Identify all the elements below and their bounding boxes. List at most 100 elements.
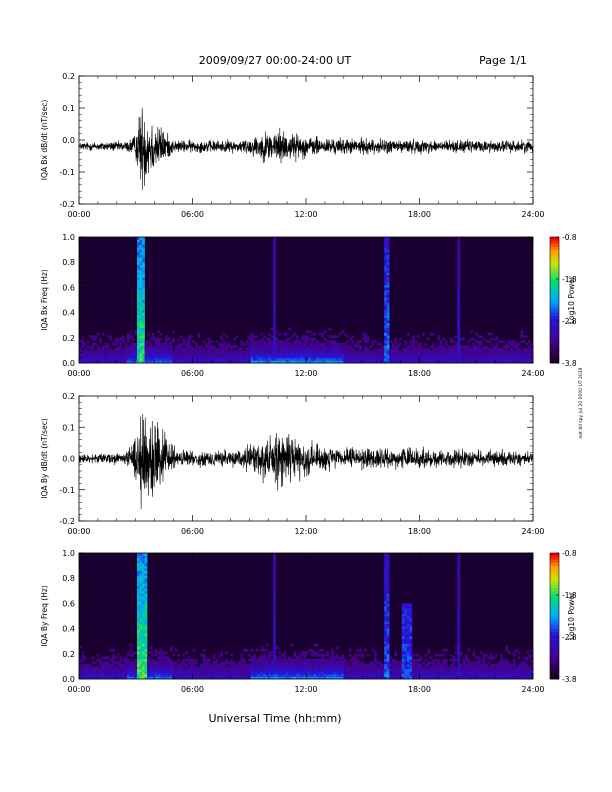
spectrogram-cell <box>401 658 405 662</box>
trace-series <box>79 107 533 190</box>
spectrogram-cell <box>139 279 143 283</box>
spectrogram-cell <box>386 267 390 271</box>
spectrogram-cell <box>404 608 408 612</box>
spectrogram-cell <box>358 671 362 675</box>
spectrogram-cell <box>492 357 496 361</box>
spectrogram-cell <box>389 671 393 675</box>
spectrogram-cell <box>477 360 481 364</box>
spectrogram-cell <box>505 663 509 667</box>
spectrogram-cell <box>142 342 145 346</box>
spectrogram-cell <box>245 673 249 677</box>
spectrogram-cell <box>81 360 85 364</box>
spectrogram-cell <box>414 676 418 680</box>
spectrogram-cell <box>457 636 461 639</box>
spectrogram-cell <box>255 671 259 675</box>
spectrogram-cell <box>126 663 130 667</box>
spectrogram-cell <box>142 580 145 584</box>
spectrogram-cell <box>386 355 390 359</box>
spectrogram-cell <box>404 628 408 632</box>
spectrogram-cell <box>142 294 145 298</box>
spectrogram-cell <box>174 350 178 354</box>
spectrogram-cell <box>356 666 360 670</box>
spectrogram-cell <box>502 661 506 665</box>
spectrogram-cell <box>192 355 196 359</box>
spectrogram-cell <box>386 330 390 334</box>
spectrogram-cell <box>152 658 155 662</box>
spectrogram-cell <box>273 312 277 316</box>
spectrogram-cell <box>459 671 463 675</box>
spectrogram-cell <box>457 289 461 293</box>
spectrogram-cell <box>273 656 277 660</box>
spectrogram-cell <box>182 673 186 677</box>
spectrogram-cell <box>444 350 448 354</box>
spectrogram-cell <box>406 656 410 660</box>
spectrogram-cell <box>517 350 521 354</box>
spectrogram-cell <box>137 337 140 341</box>
spectrogram-cell <box>411 668 415 672</box>
spectrogram-cell <box>394 357 398 361</box>
spectrogram-cell <box>449 360 453 364</box>
spectrogram-cell <box>454 673 458 677</box>
spectrogram-cell <box>139 307 143 311</box>
spectrogram-cell <box>89 350 92 354</box>
spectrogram-cell <box>81 337 85 341</box>
spectrogram-cell <box>137 585 140 589</box>
spectrogram-cell <box>495 357 498 361</box>
spectrogram-cell <box>192 352 196 356</box>
spectrogram-cell <box>419 345 423 349</box>
spectrogram-cell <box>313 345 317 349</box>
spectrogram-cell <box>84 673 87 677</box>
spectrogram-cell <box>182 355 186 359</box>
spectrogram-cell <box>482 676 486 680</box>
spectrogram-cell <box>369 671 372 675</box>
spectrogram-cell <box>184 350 188 354</box>
spectrogram-cell <box>308 663 312 667</box>
spectrogram-cell <box>106 357 110 361</box>
spectrogram-cell <box>512 342 516 346</box>
spectrogram-cell <box>457 656 461 660</box>
spectrogram-cell <box>520 352 524 356</box>
spectrogram-cell <box>406 666 410 670</box>
spectrogram-cell <box>386 626 390 629</box>
spectrogram-cell <box>247 350 251 354</box>
spectrogram-cell <box>497 666 501 670</box>
spectrogram-cell <box>353 355 357 359</box>
spectrogram-cell <box>137 613 140 617</box>
spectrogram-cell <box>142 257 145 260</box>
spectrogram-cell <box>464 676 468 680</box>
spectrogram-cell <box>242 663 246 667</box>
spectrogram-cell <box>512 671 516 675</box>
spectrogram-cell <box>404 651 408 655</box>
spectrogram-cell <box>288 327 292 331</box>
spectrogram-cell <box>250 663 254 667</box>
spectrogram-cell <box>101 668 105 672</box>
spectrogram-cell <box>288 350 292 354</box>
colorbar-segment <box>550 237 559 241</box>
spectrogram-cell <box>116 360 120 364</box>
spectrogram-cell <box>331 661 335 665</box>
spectrogram-cell <box>457 277 461 281</box>
y-tick-label: 0.0 <box>62 136 75 145</box>
spectrogram-cell <box>164 651 168 655</box>
spectrogram-cell <box>371 666 375 670</box>
spectrogram-cell <box>303 651 307 655</box>
spectrogram-cell <box>202 340 206 344</box>
colorbar-segment <box>550 675 559 680</box>
spectrogram-cell <box>288 668 292 672</box>
spectrogram-cell <box>99 357 102 361</box>
spectrogram-cell <box>444 357 448 361</box>
spectrogram-cell <box>207 668 211 672</box>
spectrogram-cell <box>104 350 108 354</box>
spectrogram-cell <box>480 340 483 344</box>
spectrogram-cell <box>142 628 145 632</box>
spectrogram-cell <box>411 661 415 665</box>
spectrogram-cell <box>401 357 405 361</box>
spectrogram-cell <box>457 605 461 609</box>
spectrogram-cell <box>86 668 90 672</box>
spectrogram-cell <box>270 663 274 667</box>
spectrogram-cell <box>477 357 481 361</box>
spectrogram-cell <box>179 342 183 346</box>
spectrogram-cell <box>427 668 430 672</box>
spectrogram-cell <box>142 330 145 334</box>
spectrogram-cell <box>142 355 145 359</box>
